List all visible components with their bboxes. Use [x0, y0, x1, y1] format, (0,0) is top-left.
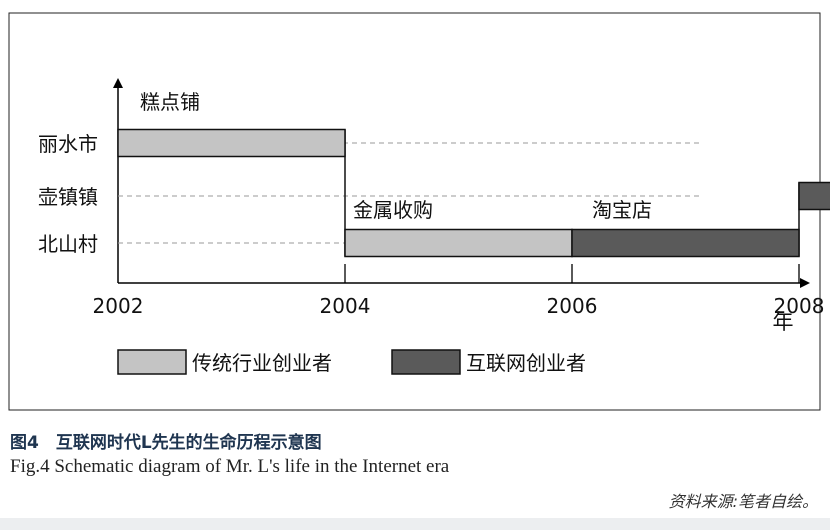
year-label: 2006: [547, 294, 598, 318]
place-label: 丽水市: [38, 132, 98, 156]
legend-label: 传统行业创业者: [192, 351, 332, 375]
figure-caption-chinese: 图4 互联网时代L先生的生命历程示意图: [10, 433, 322, 453]
period-label: 淘宝店: [592, 198, 652, 222]
year-label: 2004: [320, 294, 371, 318]
figure-caption-english: Fig.4 Schematic diagram of Mr. L's life …: [10, 456, 450, 477]
year-label: 2008: [774, 294, 825, 318]
period-bar: [571, 228, 800, 258]
diagram-frame: [8, 12, 821, 411]
place-label: 北山村: [38, 232, 98, 256]
period-bar: [344, 228, 573, 258]
period-bars: [117, 128, 830, 258]
page-bottom-strip: [0, 518, 830, 530]
legend-swatch: [117, 349, 187, 375]
text-labels: 丽水市壶镇镇北山村200220042006200820102012年糕点铺金属收…: [38, 90, 825, 334]
period-label: 糕点铺: [140, 90, 200, 114]
period-bar: [117, 128, 346, 158]
legend: 传统行业创业者 互联网创业者: [117, 349, 586, 375]
year-ticks: [344, 264, 800, 283]
period-bar: [798, 181, 830, 211]
figure-source-note: 资料来源:笔者自绘。: [668, 492, 818, 511]
year-label: 2002: [93, 294, 144, 318]
life-course-diagram: 丽水市壶镇镇北山村200220042006200820102012年糕点铺金属收…: [8, 12, 830, 411]
x-axis-unit-label: 年: [773, 310, 794, 334]
place-label: 壶镇镇: [38, 185, 98, 209]
legend-label: 互联网创业者: [466, 351, 586, 375]
legend-swatch: [391, 349, 461, 375]
period-label: 金属收购: [353, 198, 433, 222]
